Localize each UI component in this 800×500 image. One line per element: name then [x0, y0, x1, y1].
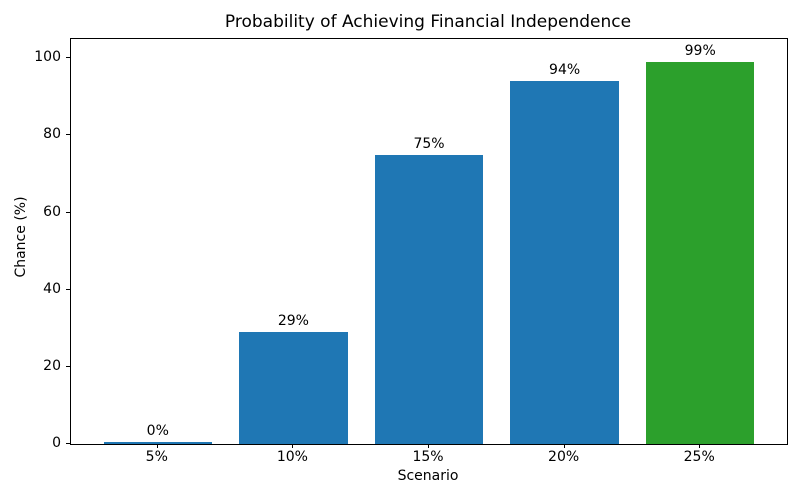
bar [239, 332, 348, 444]
x-tick [428, 444, 429, 448]
bar-value-label: 75% [413, 135, 445, 152]
y-tick-label: 0 [52, 435, 61, 451]
x-tick-label: 5% [145, 449, 168, 465]
bar [103, 442, 213, 444]
y-tick [66, 57, 70, 59]
bar-value-label: 99% [684, 43, 716, 60]
y-tick [66, 134, 70, 136]
y-tick [66, 365, 70, 367]
x-tick [699, 444, 701, 448]
chart-title: Probability of Achieving Financial Indep… [224, 12, 632, 32]
y-tick-label: 20 [43, 357, 61, 374]
x-axis-label: Scenario [397, 468, 459, 484]
x-tick [156, 444, 158, 448]
y-tick-label: 60 [43, 203, 61, 220]
y-tick-label: 100 [34, 49, 61, 66]
bar [645, 62, 755, 444]
x-tick-label: 20% [548, 449, 580, 465]
bar-value-label: 29% [277, 313, 309, 330]
x-tick [563, 444, 565, 448]
bar-value-label: 0% [146, 423, 169, 439]
bar-value-label: 94% [549, 62, 581, 79]
y-tick [66, 443, 70, 444]
x-tick [292, 444, 294, 448]
x-tick-label: 10% [276, 449, 308, 465]
y-tick-label: 80 [43, 126, 61, 143]
x-tick-label: 25% [683, 449, 715, 465]
plot-area: 0% 29% 75% 94% 99% [70, 38, 788, 445]
x-tick-label: 15% [412, 449, 444, 465]
bar [510, 81, 619, 444]
y-tick-label: 40 [43, 280, 61, 297]
bar [374, 154, 484, 444]
y-tick [66, 288, 70, 290]
y-tick [66, 211, 70, 213]
